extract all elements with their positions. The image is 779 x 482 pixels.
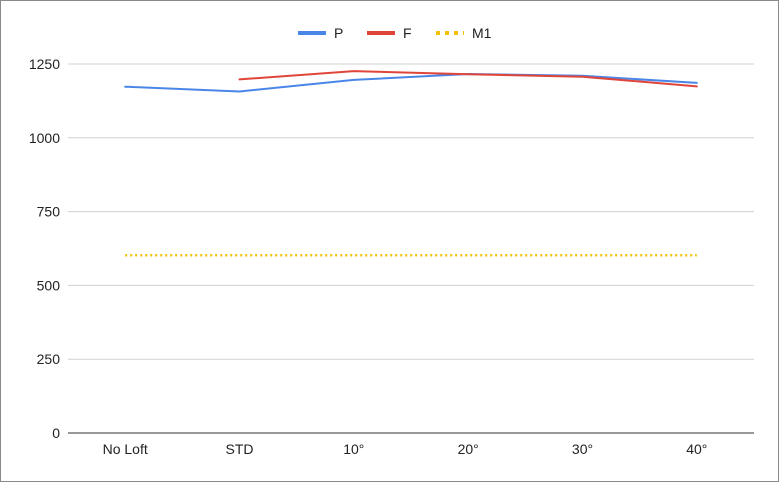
legend: P F M1 — [298, 25, 492, 41]
x-tick-label: 40° — [686, 441, 707, 457]
legend-item-f[interactable]: F — [367, 25, 412, 41]
x-tick-label: 30° — [572, 441, 593, 457]
y-tick-label: 250 — [37, 351, 61, 367]
y-tick-label: 1000 — [29, 130, 60, 146]
x-tick-label: 10° — [343, 441, 364, 457]
series-line-f — [238, 70, 698, 88]
x-tick-label: No Loft — [103, 441, 148, 457]
series-line-p — [124, 73, 698, 93]
legend-label: M1 — [472, 25, 492, 41]
axes: 0 250 500 750 1000 1250 No Loft STD 10° 20° 30° 40° — [29, 56, 754, 457]
legend-item-m1[interactable]: M1 — [436, 25, 492, 41]
series-lines — [124, 70, 698, 257]
legend-label: F — [403, 25, 412, 41]
y-tick-label: 500 — [37, 277, 61, 293]
legend-item-p[interactable]: P — [298, 25, 343, 41]
x-tick-label: STD — [226, 441, 254, 457]
x-tick-label: 20° — [458, 441, 479, 457]
grid-lines — [68, 63, 754, 360]
y-tick-label: 0 — [52, 425, 60, 441]
y-tick-label: 1250 — [29, 56, 60, 72]
y-tick-label: 750 — [37, 204, 61, 220]
legend-label: P — [334, 25, 343, 41]
